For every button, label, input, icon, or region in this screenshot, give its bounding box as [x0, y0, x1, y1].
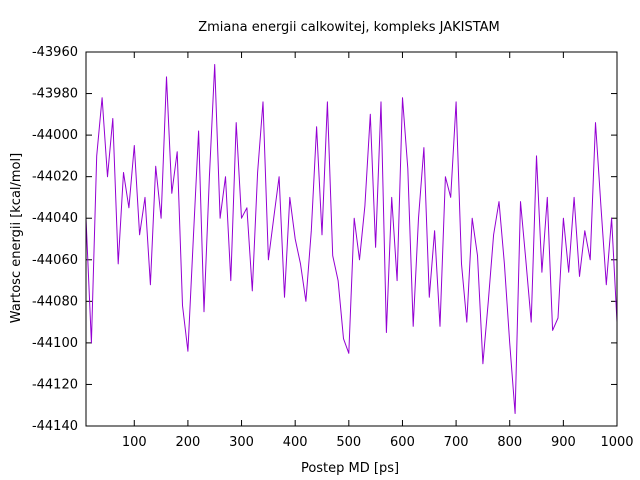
x-tick-label: 100 [122, 435, 147, 450]
x-tick-label: 400 [283, 435, 308, 450]
x-tick-label: 900 [551, 435, 576, 450]
x-tick-label: 500 [336, 435, 361, 450]
x-tick-label: 300 [229, 435, 254, 450]
x-axis-label: Postep MD [ps] [301, 461, 399, 476]
x-tick-label: 200 [175, 435, 200, 450]
y-tick-label: -44060 [32, 253, 78, 268]
y-tick-label: -44100 [32, 336, 78, 351]
y-tick-label: -44140 [32, 419, 78, 434]
plot-frame [85, 51, 618, 427]
x-tick-label: 700 [444, 435, 469, 450]
y-tick-label: -44020 [32, 170, 78, 185]
x-tick-label: 800 [497, 435, 522, 450]
y-axis-label: Wartosc energii [kcal/mol] [9, 153, 24, 323]
y-tick-label: -43980 [32, 87, 78, 102]
x-tick-label: 600 [390, 435, 415, 450]
y-tick-label: -44040 [32, 211, 78, 226]
y-tick-label: -44000 [32, 128, 78, 143]
y-tick-label: -44120 [32, 377, 78, 392]
tick-labels: 100 200 300 400 500 600 700 800 900 1000 -44140 -44… [32, 45, 634, 450]
y-tick-label: -44080 [32, 294, 78, 309]
x-tick-label: 1000 [600, 435, 633, 450]
chart-title: Zmiana energii calkowitej, kompleks JAKI… [198, 20, 500, 35]
y-tick-label: -43960 [32, 45, 78, 60]
energy-series-line [85, 64, 618, 414]
